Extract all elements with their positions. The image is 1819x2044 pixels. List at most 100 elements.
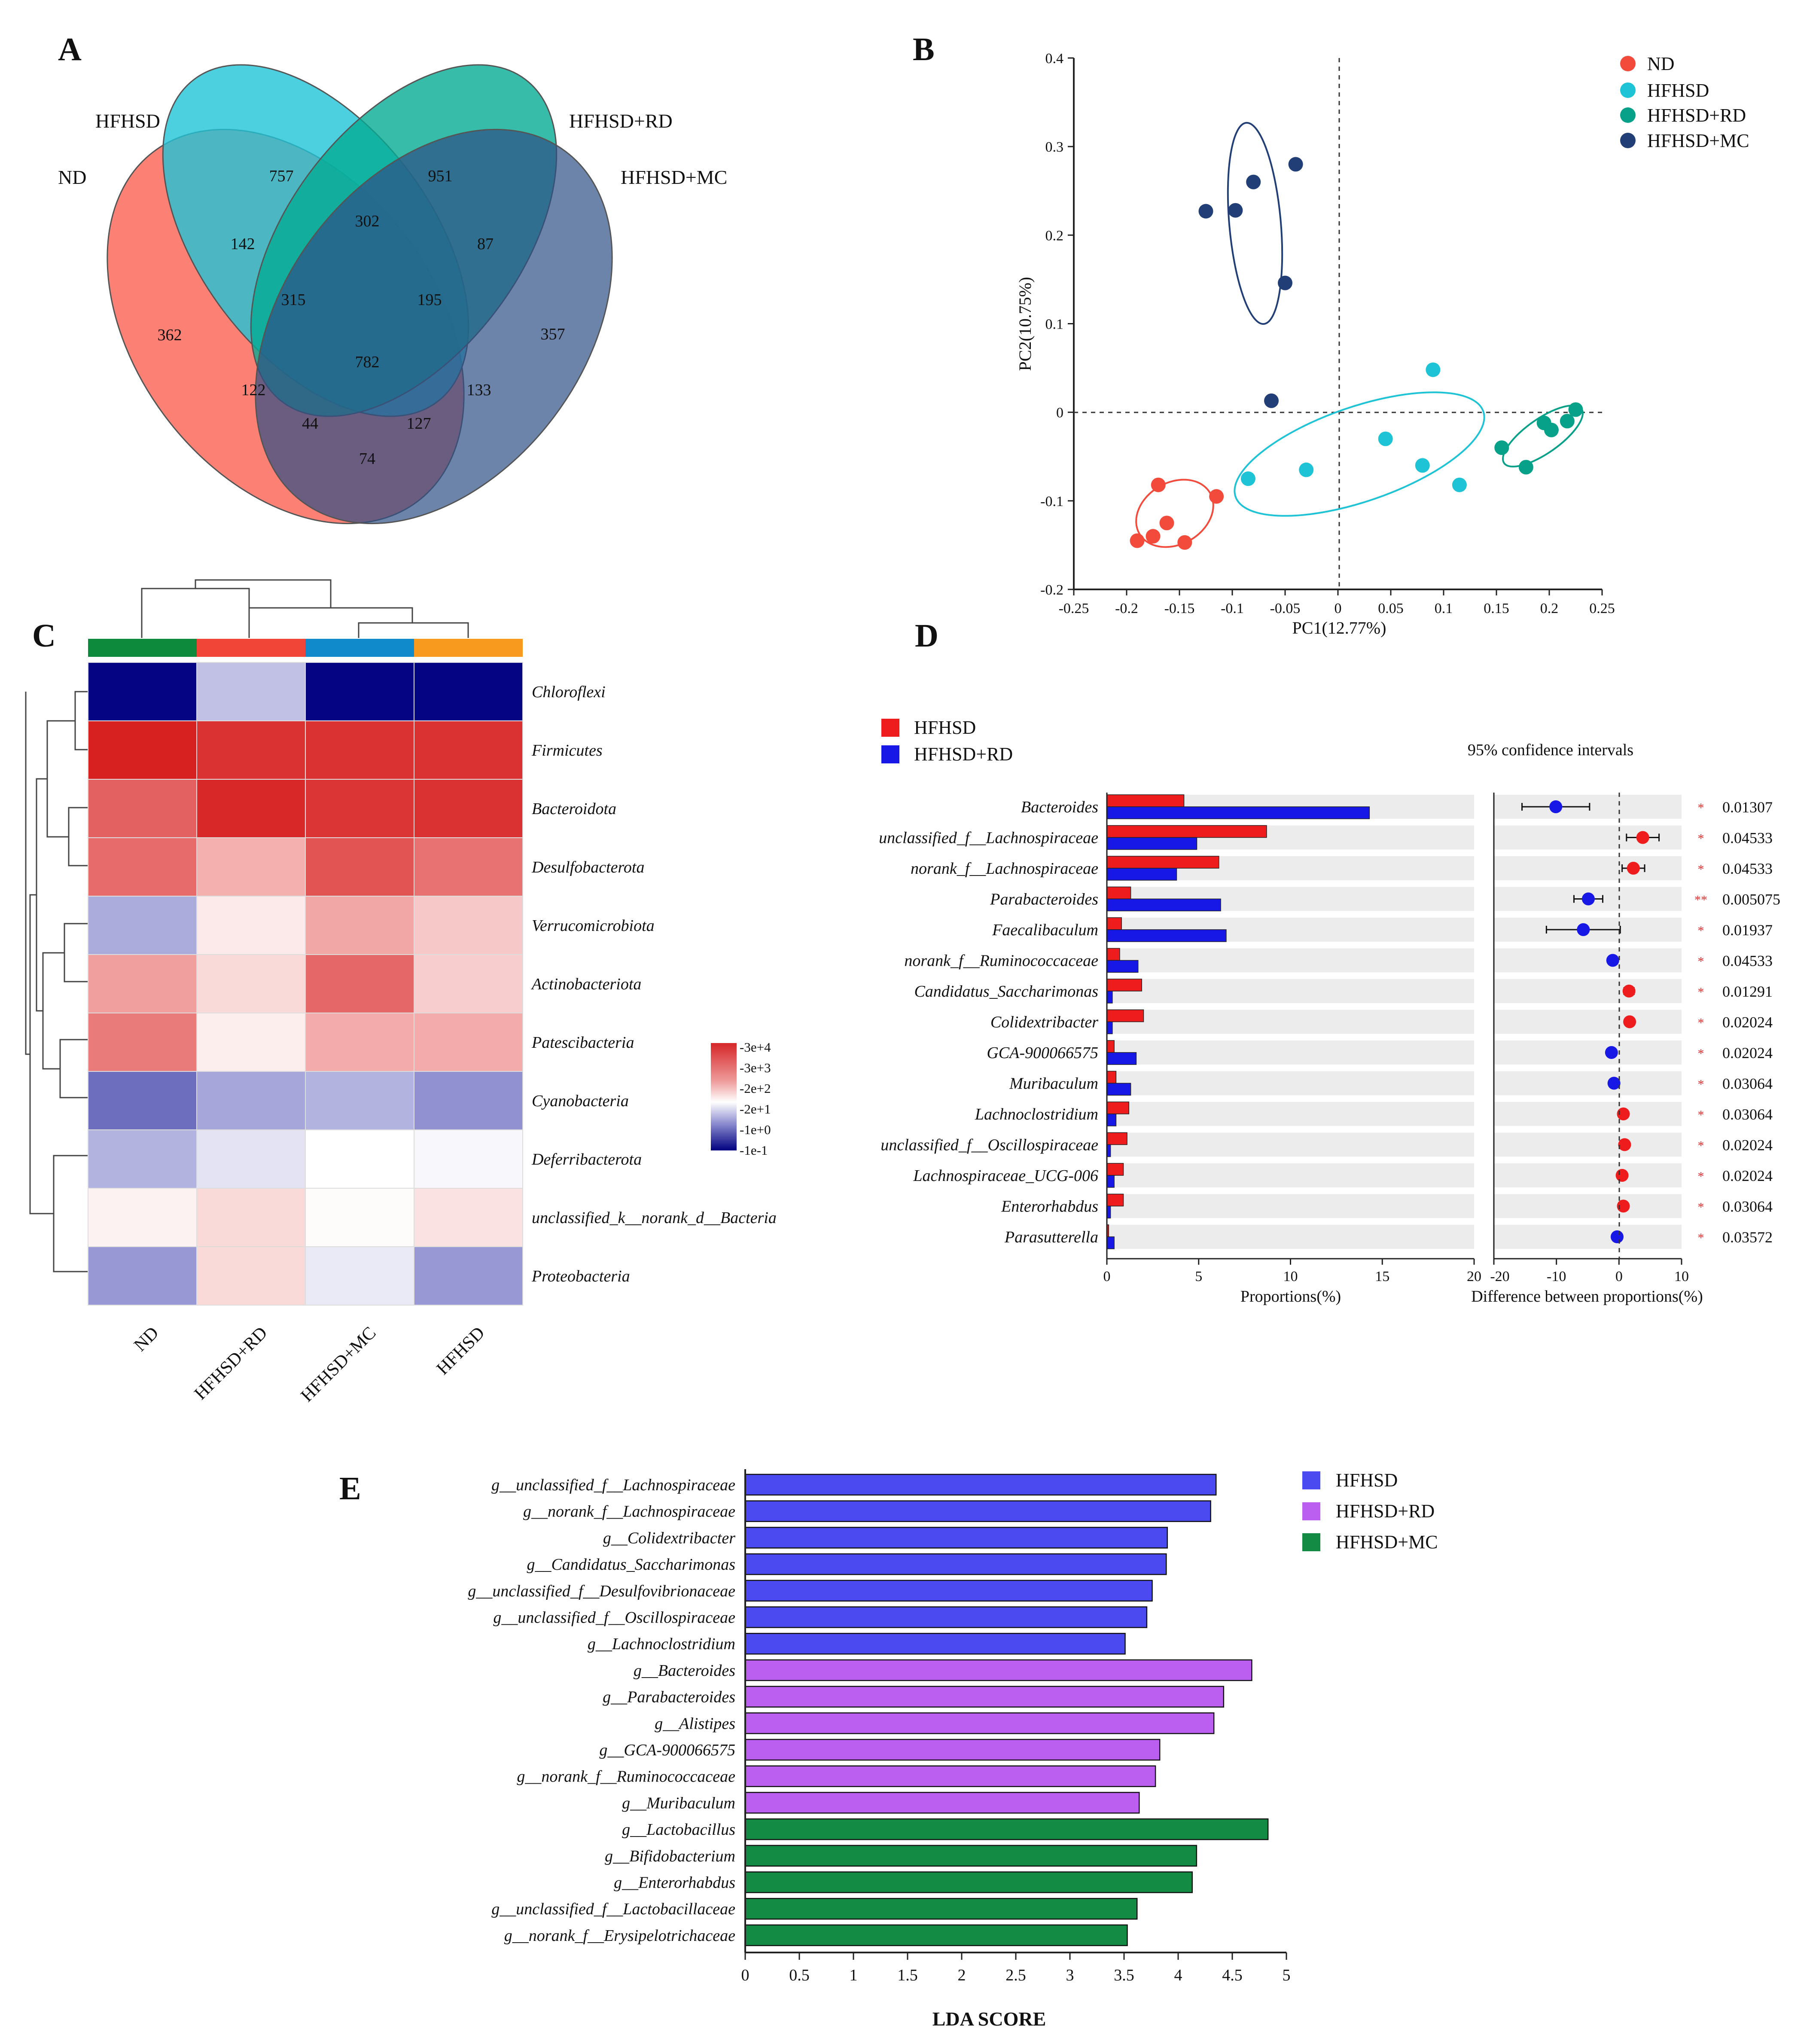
heatmap-cell	[305, 837, 414, 897]
stamp-row-bg	[1494, 1010, 1682, 1034]
lefse-category-label: g__Alistipes	[655, 1715, 735, 1733]
stamp-p-value: 0.02024	[1722, 1137, 1773, 1154]
pcoa-point	[1544, 422, 1559, 437]
panel-d-stamp: D HFHSD HFHSD+RD 95% confidence interval…	[879, 618, 1780, 1306]
pcoa-point	[1494, 440, 1509, 455]
stamp-category-label: unclassified_f__Lachnospiraceae	[879, 829, 1098, 847]
stamp-significance: *	[1698, 1169, 1704, 1184]
stamp-bar-hfhsd	[1106, 886, 1131, 900]
stamp-category-label: Lachnospiraceae_UCG-006	[913, 1167, 1098, 1185]
heatmap-cell	[88, 837, 197, 897]
stamp-diff-point	[1627, 862, 1640, 875]
pcoa-y-tick-label: 0.3	[1045, 139, 1064, 155]
lefse-bar	[744, 1818, 1269, 1840]
venn-count: 142	[231, 235, 255, 253]
venn-count: 122	[241, 381, 266, 399]
lefse-bar	[744, 1659, 1252, 1681]
legend-marker-hfhsd	[1620, 82, 1636, 98]
legend-label-hfhsd-rd: HFHSD+RD	[914, 744, 1013, 765]
stamp-bar-hfhsd	[1106, 1040, 1115, 1053]
stamp-significance: *	[1698, 985, 1704, 999]
heatmap-cell	[414, 837, 523, 897]
lefse-category-label: g__Parabacteroides	[603, 1688, 735, 1706]
heatmap-cell	[305, 662, 414, 721]
stamp-bar-hfhsd	[1106, 1009, 1144, 1022]
stamp-p-value: 0.02024	[1722, 1014, 1773, 1031]
heatmap-row-label: Deferribacterota	[531, 1150, 642, 1168]
stamp-row-bg	[1107, 1040, 1474, 1065]
stamp-bar-hfhsd-rd	[1106, 929, 1227, 942]
stamp-bar-hfhsd	[1106, 1071, 1117, 1084]
stamp-row-bg	[1107, 1102, 1474, 1126]
lefse-x-tick-label: 1.5	[897, 1966, 918, 1984]
stamp-category-label: Lachnoclostridium	[975, 1105, 1098, 1123]
heatmap-cell	[414, 720, 523, 780]
stamp-bar-hfhsd	[1106, 1132, 1127, 1145]
lefse-category-label: g__GCA-900066575	[599, 1741, 735, 1759]
lefse-x-tick-label: 4.5	[1222, 1966, 1243, 1984]
lefse-bar	[744, 1686, 1225, 1708]
stamp-bar-hfhsd	[1106, 794, 1185, 807]
stamp-category-label: norank_f__Ruminococcaceae	[904, 952, 1098, 970]
venn-count: 195	[417, 291, 442, 309]
stamp-p-value: 0.03064	[1722, 1075, 1773, 1092]
stamp-bar-hfhsd-rd	[1106, 960, 1139, 973]
lefse-bar	[744, 1898, 1138, 1920]
pcoa-x-tick-label: -0.05	[1270, 601, 1301, 616]
pcoa-point	[1518, 460, 1533, 475]
stamp-row-bg	[1494, 1194, 1682, 1218]
pcoa-x-tick-label: 0.2	[1540, 601, 1559, 616]
legend-swatch-hfhsd	[881, 719, 899, 737]
stamp-bar-hfhsd-rd	[1106, 1021, 1113, 1034]
stamp-diff-point	[1618, 1138, 1631, 1151]
heatmap-col-label: HFHSD+MC	[297, 1323, 380, 1406]
stamp-row-bg	[1494, 1225, 1682, 1249]
venn-count: 44	[302, 415, 318, 433]
lefse-category-label: g__norank_f__Lachnospiraceae	[523, 1503, 735, 1521]
stamp-bar-hfhsd	[1106, 825, 1267, 838]
heatmap-cell	[414, 1188, 523, 1247]
stamp-bar-hfhsd-rd	[1106, 1114, 1117, 1126]
pcoa-point	[1246, 174, 1261, 189]
stamp-significance: *	[1698, 924, 1704, 938]
lefse-x-tick-label: 0.5	[789, 1966, 810, 1984]
heatmap-cell	[88, 662, 197, 721]
lefse-category-label: g__norank_f__Erysipelotrichaceae	[504, 1927, 735, 1945]
lefse-category-label: g__unclassified_f__Desulfovibrionaceae	[468, 1582, 735, 1600]
pcoa-point	[1560, 414, 1575, 429]
panel-d-letter: D	[915, 618, 938, 654]
stamp-category-label: Parasutterella	[1004, 1228, 1098, 1246]
stamp-p-value: 0.03572	[1722, 1229, 1773, 1246]
heatmap-row-label: Desulfobacterota	[531, 858, 644, 876]
pcoa-y-tick-label: 0.1	[1045, 317, 1064, 333]
heatmap-cell	[414, 1129, 523, 1189]
lefse-x-tick-label: 2	[958, 1966, 966, 1984]
stamp-p-value: 0.04533	[1722, 830, 1773, 847]
lefse-x-tick-label: 0	[741, 1966, 750, 1984]
venn-count: 357	[541, 325, 565, 343]
stamp-diff-point	[1610, 1230, 1624, 1243]
pcoa-point	[1278, 275, 1292, 290]
color-scale-label: -3e+4	[740, 1040, 771, 1055]
color-scale-label: -2e+1	[740, 1101, 771, 1117]
pcoa-y-tick-label: -0.1	[1040, 494, 1063, 509]
stamp-p-value: 0.03064	[1722, 1106, 1773, 1123]
heatmap-cell	[196, 1071, 306, 1130]
pcoa-x-label: PC1(12.77%)	[1292, 618, 1386, 638]
stamp-x-tick-label: 10	[1283, 1269, 1298, 1284]
lefse-x-tick-label: 4	[1174, 1966, 1182, 1984]
lefse-x-tick-label: 3.5	[1114, 1966, 1134, 1984]
panel-a-letter: A	[58, 31, 82, 67]
lefse-bar	[744, 1845, 1197, 1867]
venn-count: 74	[359, 450, 375, 468]
stamp-bar-hfhsd-rd	[1106, 898, 1221, 912]
heatmap-row-label: Firmicutes	[531, 741, 603, 760]
stamp-bar-hfhsd-rd	[1106, 1052, 1137, 1065]
heatmap-group-bar	[88, 639, 197, 657]
heatmap-color-scale	[711, 1043, 737, 1150]
pcoa-point	[1130, 533, 1145, 548]
stamp-row-bg	[1107, 1163, 1474, 1187]
venn-count: 315	[281, 291, 306, 309]
stamp-diff-point	[1617, 1199, 1630, 1213]
venn-count: 951	[428, 167, 453, 185]
